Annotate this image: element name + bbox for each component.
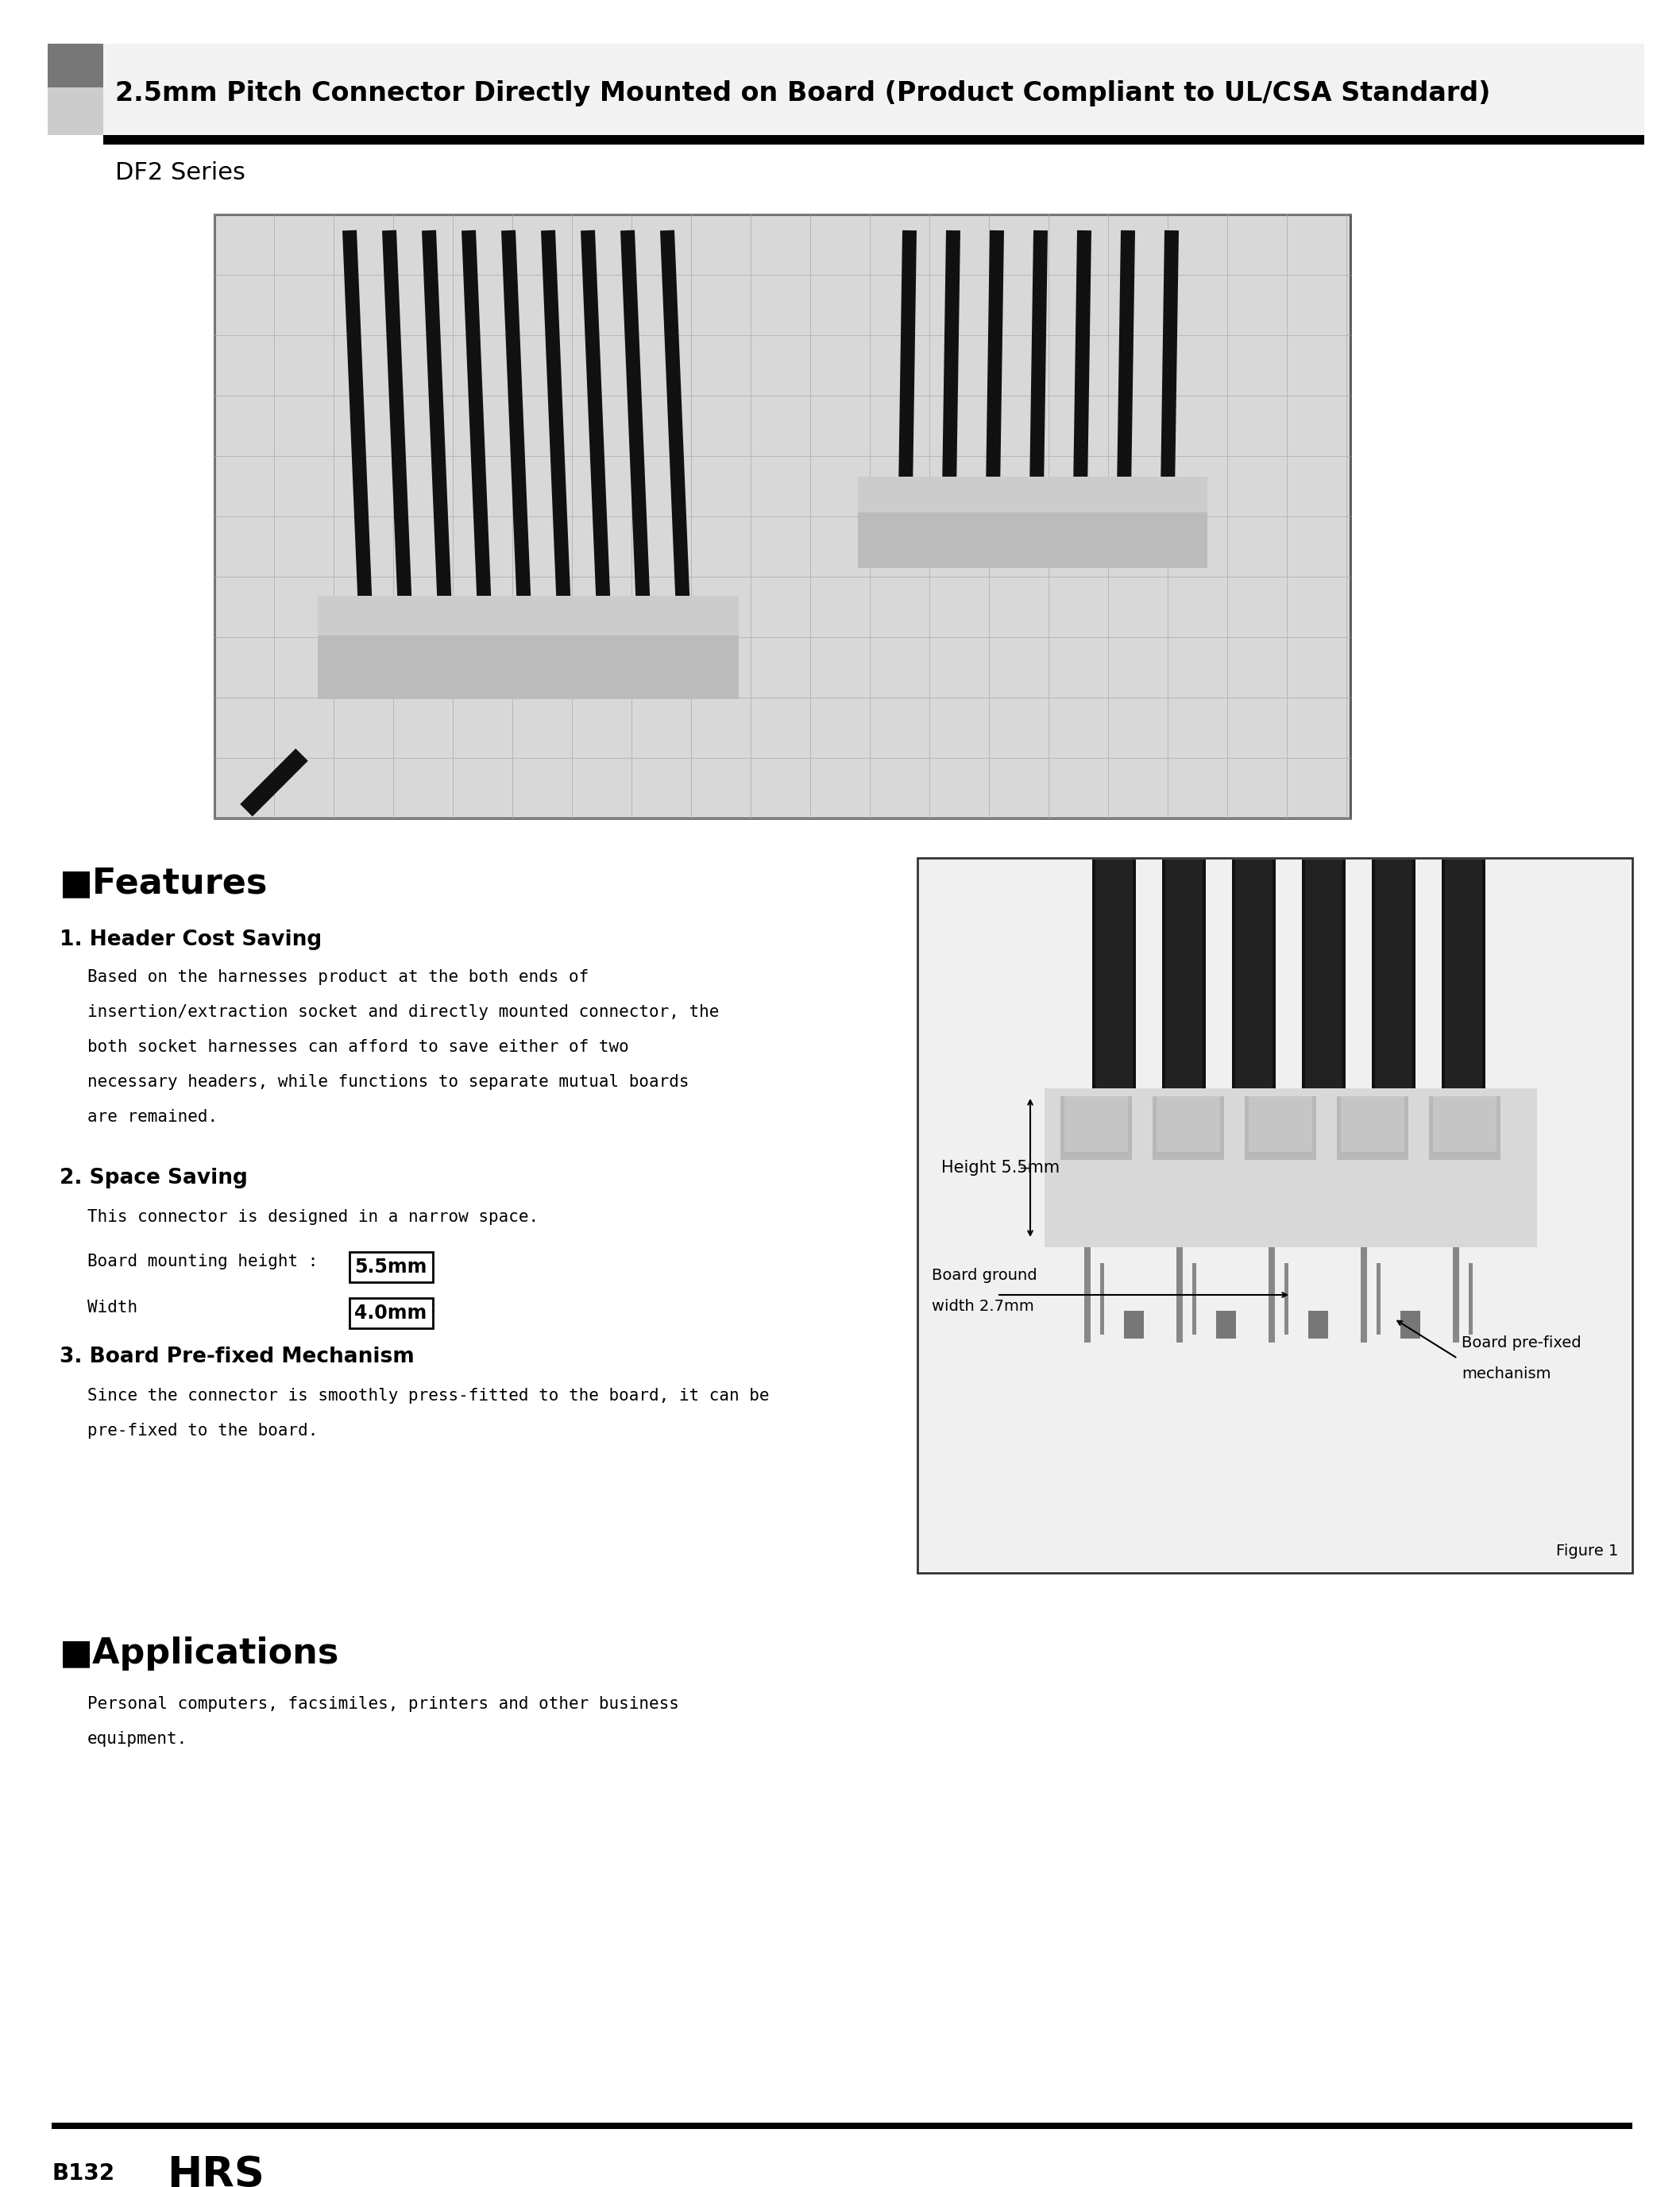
Text: ■Applications: ■Applications	[59, 1636, 339, 1671]
Text: Board mounting height :: Board mounting height :	[87, 1253, 328, 1268]
Bar	[318, 595, 739, 636]
Bar	[1245, 1096, 1315, 1159]
Bar	[1156, 1096, 1220, 1153]
Bar	[47, 87, 102, 136]
Bar	[1045, 1089, 1537, 1247]
Bar	[215, 214, 1351, 818]
Bar	[1100, 1264, 1104, 1334]
FancyArrow shape	[1161, 230, 1179, 492]
Bar	[1163, 859, 1206, 1113]
Text: Width                             :: Width :	[87, 1299, 449, 1317]
Text: ■Features: ■Features	[59, 866, 269, 901]
Bar	[919, 859, 1631, 1570]
Bar	[1445, 859, 1482, 1113]
Bar	[1152, 1096, 1225, 1159]
Bar	[1268, 1247, 1275, 1343]
Bar	[1285, 1264, 1289, 1334]
Text: This connector is designed in a narrow space.: This connector is designed in a narrow s…	[87, 1209, 539, 1225]
Bar	[1433, 1096, 1497, 1153]
FancyArrow shape	[1074, 230, 1092, 492]
FancyArrow shape	[462, 230, 492, 612]
Bar	[1468, 1264, 1473, 1334]
Bar	[102, 136, 1645, 144]
Bar	[318, 636, 739, 700]
FancyArrow shape	[986, 230, 1005, 492]
Text: 2. Space Saving: 2. Space Saving	[59, 1168, 247, 1188]
Bar	[1302, 859, 1346, 1113]
FancyArrow shape	[541, 230, 571, 612]
FancyArrow shape	[422, 230, 452, 612]
FancyArrow shape	[501, 230, 531, 612]
Bar	[1401, 1310, 1420, 1338]
FancyArrow shape	[343, 230, 373, 612]
Bar	[1084, 1247, 1090, 1343]
Bar	[1231, 859, 1275, 1113]
Bar	[349, 1299, 433, 1328]
Text: mechanism: mechanism	[1462, 1367, 1551, 1382]
Bar	[1065, 1096, 1127, 1153]
Text: 2.5mm Pitch Connector Directly Mounted on Board (Product Compliant to UL/CSA Sta: 2.5mm Pitch Connector Directly Mounted o…	[116, 81, 1490, 107]
FancyArrow shape	[942, 230, 961, 492]
Text: 1. Header Cost Saving: 1. Header Cost Saving	[59, 929, 323, 949]
Bar	[1166, 859, 1203, 1113]
Text: 3. Board Pre-fixed Mechanism: 3. Board Pre-fixed Mechanism	[59, 1347, 415, 1367]
Text: Height 5.5mm: Height 5.5mm	[941, 1159, 1060, 1177]
Bar	[47, 44, 102, 87]
Bar	[1124, 1310, 1144, 1338]
Bar	[1341, 1096, 1404, 1153]
Bar	[1361, 1247, 1368, 1343]
Bar	[349, 1251, 433, 1282]
Bar	[1176, 1247, 1183, 1343]
Text: equipment.: equipment.	[87, 1732, 188, 1747]
Text: pre-fixed to the board.: pre-fixed to the board.	[87, 1424, 318, 1439]
FancyArrow shape	[581, 230, 612, 612]
Bar	[1453, 1247, 1460, 1343]
Text: width 2.7mm: width 2.7mm	[932, 1299, 1033, 1314]
Bar	[917, 857, 1633, 1572]
Text: Based on the harnesses product at the both ends of: Based on the harnesses product at the bo…	[87, 969, 588, 984]
Bar	[1309, 1310, 1329, 1338]
FancyArrow shape	[1030, 230, 1048, 492]
Text: Board ground: Board ground	[932, 1268, 1037, 1284]
Text: Board pre-fixed: Board pre-fixed	[1462, 1336, 1581, 1352]
Text: insertion/extraction socket and directly mounted connector, the: insertion/extraction socket and directly…	[87, 1004, 719, 1019]
Bar	[1095, 859, 1132, 1113]
Text: Personal computers, facsimiles, printers and other business: Personal computers, facsimiles, printers…	[87, 1697, 679, 1712]
Bar	[1060, 1096, 1132, 1159]
FancyArrow shape	[620, 230, 650, 612]
Bar	[1092, 859, 1136, 1113]
FancyArrow shape	[1117, 230, 1136, 492]
FancyArrow shape	[381, 230, 412, 612]
Bar	[1305, 859, 1342, 1113]
Bar	[1430, 1096, 1500, 1159]
Bar	[1216, 1310, 1236, 1338]
Text: both socket harnesses can afford to save either of two: both socket harnesses can afford to save…	[87, 1039, 628, 1054]
Text: 5.5mm: 5.5mm	[354, 1258, 427, 1277]
Bar	[52, 2124, 1633, 2128]
Bar	[858, 512, 1208, 569]
Bar	[217, 217, 1349, 816]
Bar	[1193, 1264, 1196, 1334]
Text: necessary headers, while functions to separate mutual boards: necessary headers, while functions to se…	[87, 1074, 689, 1089]
Text: DF2 Series: DF2 Series	[116, 162, 245, 184]
Bar	[1374, 859, 1413, 1113]
FancyArrow shape	[240, 748, 307, 816]
Text: B132: B132	[52, 2163, 114, 2185]
Text: Since the connector is smoothly press-fitted to the board, it can be: Since the connector is smoothly press-fi…	[87, 1389, 769, 1404]
Bar	[1235, 859, 1272, 1113]
Bar	[1373, 859, 1416, 1113]
Text: are remained.: are remained.	[87, 1109, 218, 1124]
Bar	[215, 214, 1351, 818]
Bar	[1441, 859, 1485, 1113]
FancyArrow shape	[899, 230, 917, 492]
Text: 4.0mm: 4.0mm	[354, 1303, 427, 1323]
FancyArrow shape	[660, 230, 690, 612]
Text: HRS: HRS	[166, 2154, 264, 2187]
Bar	[102, 44, 1645, 136]
Bar	[1376, 1264, 1381, 1334]
Text: Figure 1: Figure 1	[1556, 1544, 1618, 1559]
Bar	[1248, 1096, 1312, 1153]
Bar	[1337, 1096, 1408, 1159]
Bar	[858, 477, 1208, 512]
